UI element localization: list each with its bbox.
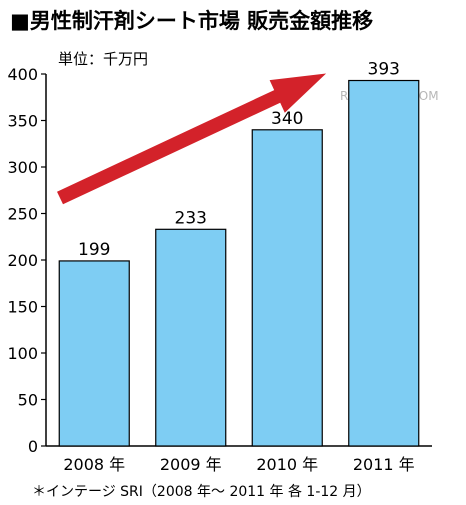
data-label: 199 — [78, 240, 110, 260]
chart-title: ■男性制汗剤シート市場 販売金額推移 — [10, 9, 373, 33]
y-tick-label: 400 — [7, 65, 38, 84]
y-tick-label: 350 — [7, 112, 38, 131]
bar — [58, 260, 130, 447]
plot-area: 0 50 100 150 200 250 300 350 400 199 2008 年 233 2009… — [7, 60, 432, 474]
unit-label: 単位：千万円 — [58, 50, 148, 68]
y-tick-label: 50 — [18, 391, 38, 410]
y-tick-label: 0 — [28, 437, 38, 456]
bar — [251, 129, 323, 447]
trend-arrow — [57, 73, 327, 205]
y-tick-label: 200 — [7, 251, 38, 270]
data-label: 393 — [368, 60, 400, 80]
bar — [348, 79, 420, 447]
x-tick-label: 2011 年 — [353, 455, 415, 474]
y-tick-label: 300 — [7, 158, 38, 177]
x-tick-label: 2010 年 — [256, 455, 318, 474]
bar — [155, 228, 227, 447]
y-tick-label: 150 — [7, 298, 38, 317]
y-tick-label: 100 — [7, 344, 38, 363]
x-tick-label: 2009 年 — [160, 455, 222, 474]
data-label: 340 — [271, 109, 303, 129]
y-tick-label: 250 — [7, 205, 38, 224]
data-label: 233 — [175, 208, 207, 228]
footnote: ＊インテージ SRI（2008 年～ 2011 年 各 1-12 月） — [32, 484, 371, 500]
x-tick-label: 2008 年 — [63, 455, 125, 474]
